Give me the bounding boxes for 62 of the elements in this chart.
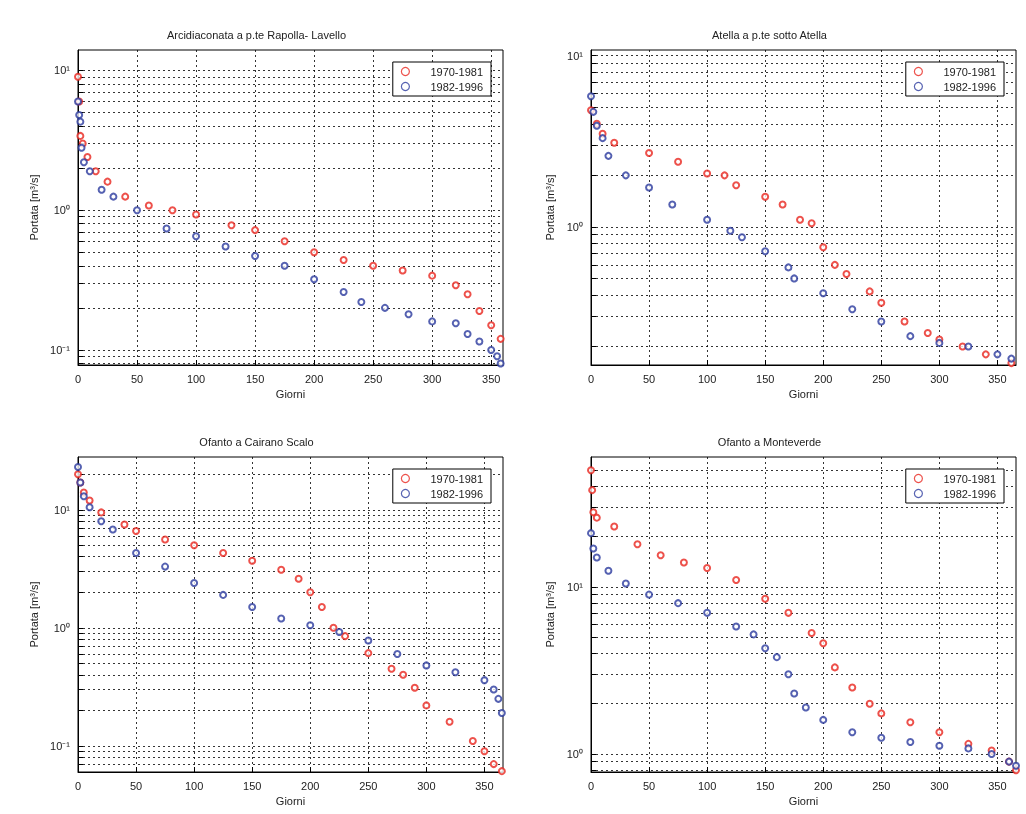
x-tick-label: 50 xyxy=(642,779,656,792)
x-tick-label: 100 xyxy=(697,372,717,385)
x-axis-title: Giorni xyxy=(788,388,819,401)
x-tick-label: 100 xyxy=(697,779,717,792)
x-tick-label: 300 xyxy=(930,779,949,792)
x-axis-title: Giorni xyxy=(275,795,306,808)
chart-title: Atella a p.te sotto Atella xyxy=(712,28,828,41)
y-tick-label: 10⁰ xyxy=(566,220,583,233)
x-tick-label: 150 xyxy=(243,779,262,792)
legend-label: 1982-1996 xyxy=(430,80,483,93)
x-tick-label: 350 xyxy=(988,372,1007,385)
x-tick-label: 250 xyxy=(359,779,378,792)
y-axis-title: Portata [m³/s] xyxy=(27,174,40,241)
legend-label: 1982-1996 xyxy=(943,80,996,93)
x-tick-label: 350 xyxy=(482,372,501,385)
y-tick-label: 10⁰ xyxy=(566,747,583,760)
x-tick-label: 200 xyxy=(304,372,324,385)
x-tick-label: 100 xyxy=(186,372,206,385)
legend-label: 1970-1981 xyxy=(943,65,996,78)
x-tick-label: 50 xyxy=(130,372,144,385)
x-tick-label: 300 xyxy=(422,372,442,385)
x-tick-label: 100 xyxy=(184,779,204,792)
x-tick-label: 200 xyxy=(814,779,833,792)
x-tick-label: 350 xyxy=(475,779,494,792)
y-axis-title: Portata [m³/s] xyxy=(544,581,557,648)
x-tick-label: 200 xyxy=(301,779,320,792)
y-tick-label: 10⁻¹ xyxy=(50,343,71,356)
y-tick-label: 10¹ xyxy=(567,49,584,62)
x-axis-title: Giorni xyxy=(275,388,306,401)
legend-label: 1982-1996 xyxy=(943,487,996,500)
y-axis-title: Portata [m³/s] xyxy=(27,581,40,648)
x-tick-label: 250 xyxy=(872,779,891,792)
y-tick-label: 10¹ xyxy=(567,580,584,593)
x-tick-label: 150 xyxy=(756,372,775,385)
x-tick-label: 0 xyxy=(587,372,595,385)
legend-label: 1970-1981 xyxy=(430,65,483,78)
x-tick-label: 50 xyxy=(642,372,656,385)
y-tick-label: 10⁻¹ xyxy=(50,739,71,752)
y-tick-label: 10¹ xyxy=(54,503,71,516)
x-tick-label: 0 xyxy=(587,779,595,792)
x-tick-label: 0 xyxy=(74,779,82,792)
x-tick-label: 150 xyxy=(245,372,265,385)
x-tick-label: 300 xyxy=(930,372,949,385)
y-tick-label: 10⁰ xyxy=(53,204,70,217)
x-tick-label: 250 xyxy=(872,372,891,385)
legend-label: 1982-1996 xyxy=(430,487,483,500)
y-axis-title: Portata [m³/s] xyxy=(544,174,557,241)
x-tick-label: 150 xyxy=(756,779,775,792)
x-tick-label: 200 xyxy=(814,372,833,385)
x-tick-label: 0 xyxy=(74,372,82,385)
x-tick-label: 300 xyxy=(417,779,436,792)
legend-label: 1970-1981 xyxy=(943,472,996,485)
x-tick-label: 350 xyxy=(988,779,1007,792)
chart-title: Ofanto a Monteverde xyxy=(717,435,822,448)
y-tick-label: 10⁰ xyxy=(53,621,70,634)
x-tick-label: 250 xyxy=(363,372,383,385)
chart-title: Arcidiaconata a p.te Rapolla- Lavello xyxy=(166,28,347,41)
chart-title: Ofanto a Cairano Scalo xyxy=(199,435,314,448)
legend-label: 1970-1981 xyxy=(430,472,483,485)
y-tick-label: 10¹ xyxy=(54,64,71,77)
x-tick-label: 50 xyxy=(129,779,143,792)
x-axis-title: Giorni xyxy=(788,795,819,808)
